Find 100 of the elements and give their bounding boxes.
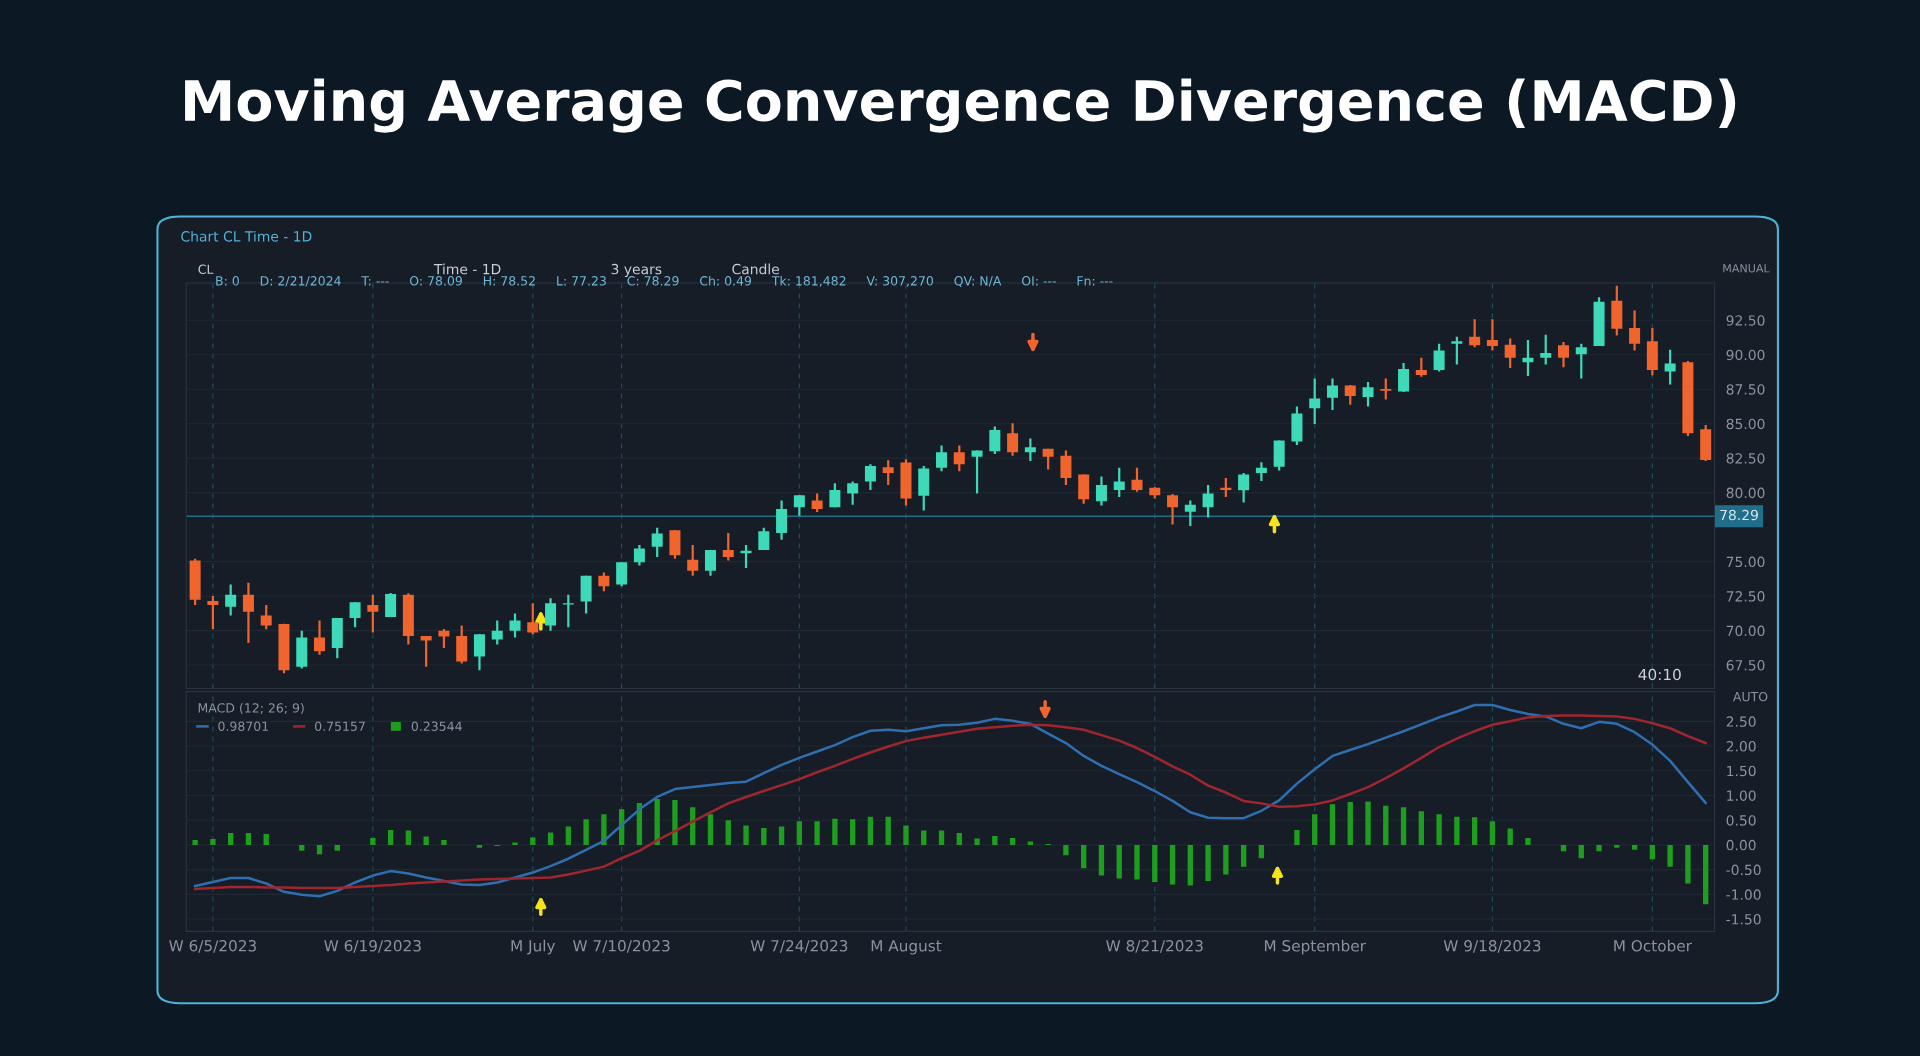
candlestick bbox=[936, 444, 948, 473]
bar bbox=[405, 830, 412, 845]
y-tick-label: 82.50 bbox=[1726, 453, 1765, 464]
x-tick-label: W 6/5/2023 bbox=[169, 940, 256, 953]
bar bbox=[1187, 844, 1193, 886]
bar bbox=[512, 842, 518, 845]
candlestick bbox=[545, 597, 557, 632]
x-tick-label: W 9/18/2023 bbox=[1443, 940, 1541, 953]
candlestick bbox=[1433, 342, 1445, 373]
bar bbox=[1454, 816, 1460, 845]
bar bbox=[1329, 804, 1336, 845]
x-tick-label: W 7/10/2023 bbox=[572, 940, 670, 953]
candlestick bbox=[722, 531, 734, 562]
candlestick bbox=[1469, 318, 1481, 349]
candlestick bbox=[1504, 337, 1516, 370]
candlestick bbox=[793, 494, 805, 517]
bar bbox=[814, 821, 820, 845]
candlestick bbox=[349, 601, 361, 629]
y-tick-label: 85.00 bbox=[1726, 418, 1765, 430]
bar bbox=[1205, 844, 1211, 881]
candlestick bbox=[598, 571, 610, 593]
candlestick bbox=[491, 619, 503, 646]
candlestick bbox=[882, 459, 894, 487]
candlestick bbox=[1326, 377, 1338, 412]
x-tick-label: W 6/19/2023 bbox=[324, 940, 421, 953]
x-tick-label: W 8/21/2023 bbox=[1106, 940, 1203, 953]
bar bbox=[1009, 837, 1016, 845]
chart-title: Moving Average Convergence Divergence (MACD) bbox=[185, 78, 1736, 133]
bar bbox=[1347, 801, 1353, 845]
bar bbox=[885, 816, 891, 845]
bar bbox=[1685, 844, 1691, 884]
bar bbox=[245, 833, 252, 845]
candlestick bbox=[1575, 342, 1587, 380]
candlestick bbox=[1380, 377, 1392, 401]
y-tick-label: 90.00 bbox=[1726, 349, 1765, 361]
bar bbox=[672, 799, 678, 845]
candlestick bbox=[651, 526, 663, 559]
candlestick bbox=[1095, 475, 1107, 507]
bar bbox=[565, 826, 571, 845]
candlestick bbox=[260, 603, 272, 631]
bar bbox=[1312, 814, 1318, 845]
y-tick-label: 2.00 bbox=[1726, 741, 1756, 752]
candlestick bbox=[1113, 466, 1125, 499]
legend-label: 0.23544 bbox=[411, 721, 462, 731]
bar bbox=[387, 830, 394, 845]
bar bbox=[1614, 844, 1620, 848]
candlestick bbox=[1202, 483, 1214, 519]
bar bbox=[849, 819, 856, 845]
bar bbox=[1578, 844, 1584, 859]
y-tick-label: 0.00 bbox=[1726, 839, 1756, 851]
bar bbox=[1383, 805, 1389, 845]
y-tick-label: 70.00 bbox=[1726, 625, 1765, 637]
bar bbox=[1223, 844, 1229, 875]
bar bbox=[707, 814, 714, 845]
bar bbox=[1418, 811, 1424, 845]
y-tick-label: 1.00 bbox=[1727, 790, 1756, 801]
bar bbox=[476, 844, 483, 848]
bar bbox=[228, 833, 234, 845]
text: Chart CL Time - 1D bbox=[181, 230, 312, 242]
y-tick-label: -0.50 bbox=[1726, 864, 1761, 876]
bar bbox=[1489, 821, 1496, 845]
candlestick bbox=[562, 593, 574, 629]
bar bbox=[1703, 844, 1709, 905]
bar bbox=[1027, 841, 1034, 845]
y-tick-label: -1.00 bbox=[1726, 889, 1761, 900]
bar bbox=[583, 819, 589, 845]
candlestick bbox=[633, 543, 645, 567]
bar bbox=[1631, 844, 1638, 850]
candlestick bbox=[1486, 318, 1498, 352]
candlestick bbox=[509, 612, 521, 639]
bar bbox=[1507, 828, 1513, 845]
candlestick bbox=[847, 480, 859, 506]
text: CL bbox=[198, 264, 214, 274]
x-tick-label: W 7/24/2023 bbox=[750, 940, 848, 953]
bar bbox=[1667, 844, 1673, 867]
candlestick bbox=[1664, 348, 1676, 386]
y-tick-label: 1.50 bbox=[1727, 765, 1756, 777]
candlestick bbox=[1451, 335, 1463, 366]
candlestick bbox=[1131, 466, 1143, 493]
bar bbox=[1081, 844, 1087, 869]
bar bbox=[192, 839, 198, 845]
bar bbox=[832, 818, 838, 845]
candlestick bbox=[616, 561, 628, 588]
bar bbox=[796, 821, 803, 845]
bar bbox=[974, 838, 980, 845]
bar bbox=[778, 826, 785, 845]
candlestick bbox=[1255, 461, 1267, 483]
y-tick-label: 92.50 bbox=[1726, 315, 1765, 326]
bar bbox=[423, 836, 429, 845]
candlestick bbox=[776, 499, 788, 541]
candlestick bbox=[225, 583, 237, 617]
bar bbox=[867, 816, 874, 845]
candlestick bbox=[953, 444, 965, 473]
bar bbox=[1063, 844, 1069, 856]
bar bbox=[441, 839, 447, 845]
bar bbox=[1400, 807, 1407, 845]
text: MANUAL bbox=[1723, 264, 1770, 273]
legend-title: MACD (12; 26; 9) bbox=[198, 702, 304, 715]
x-tick-label: M September bbox=[1264, 939, 1366, 955]
bar bbox=[992, 836, 998, 845]
